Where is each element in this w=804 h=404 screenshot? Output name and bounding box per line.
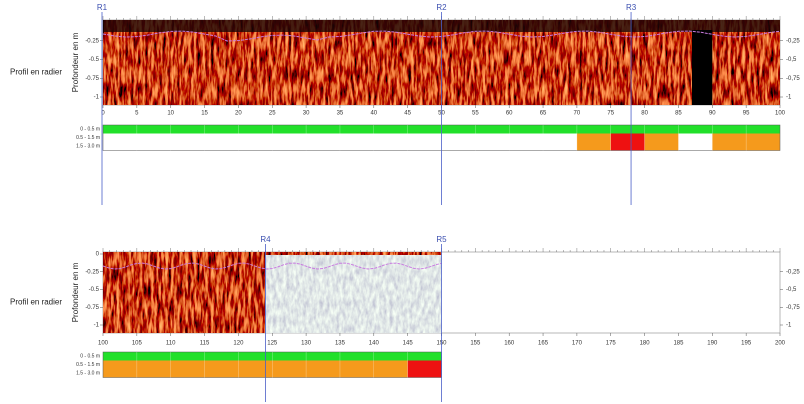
bar-row-label: 0 - 0.5 m: [80, 354, 100, 360]
x-tick-label: 175: [606, 341, 617, 347]
x-tick-label: 45: [404, 111, 411, 117]
x-tick-label: 80: [641, 111, 648, 117]
left-tick-label: -0.5: [89, 57, 100, 63]
left-tick-label: -0.75: [85, 305, 99, 311]
surface-trace: [102, 262, 442, 270]
right-tick-label: -0,5: [786, 287, 797, 293]
x-tick-label: 95: [743, 111, 750, 117]
x-tick-label: 190: [707, 341, 718, 347]
x-tick-label: 140: [369, 341, 380, 347]
x-tick-label: 130: [301, 341, 312, 347]
x-tick-label: 10: [167, 111, 174, 117]
radargram-gap: [691, 30, 713, 105]
x-tick-label: 110: [166, 341, 176, 347]
right-tick-label: -1: [786, 323, 792, 329]
x-tick-label: 195: [741, 341, 752, 347]
marker-label: R1: [97, 3, 108, 12]
bar-row-label: 0.5 - 1.5 m: [76, 135, 100, 141]
x-tick-label: 85: [675, 111, 682, 117]
condition-segment: [407, 360, 442, 378]
x-tick-label: 20: [235, 111, 242, 117]
right-tick-label: -0,25: [786, 269, 800, 275]
x-tick-label: 30: [303, 111, 310, 117]
x-tick-label: 125: [267, 341, 278, 347]
right-tick-label: -0,75: [786, 305, 800, 311]
x-tick-label: 165: [538, 341, 549, 347]
x-tick-label: 145: [403, 341, 414, 347]
left-tick-label: -0.25: [85, 269, 99, 275]
bar-row-label: 0.5 - 1.5 m: [76, 362, 100, 368]
x-tick-label: 180: [640, 341, 651, 347]
content: Profil en radier Profondeur en m -0.25 -0.5…: [10, 3, 800, 402]
x-tick-label: 0: [101, 111, 105, 117]
condition-segment: [644, 133, 679, 151]
x-tick-label: 120: [233, 341, 244, 347]
left-tick-label: -1: [94, 95, 100, 101]
x-tick-label: 40: [370, 111, 377, 117]
y-axis-label: Profondeur en m: [71, 32, 80, 92]
condition-segment: [103, 360, 408, 378]
x-tick-label: 65: [540, 111, 547, 117]
marker-label: R5: [436, 235, 447, 244]
y-axis-label: Profondeur en m: [71, 262, 80, 322]
marker-label: R2: [436, 3, 447, 12]
x-tick-label: 35: [337, 111, 344, 117]
side-label: Profil en radier: [10, 68, 62, 77]
x-tick-label: 155: [470, 341, 481, 347]
side-label: Profil en radier: [10, 298, 62, 307]
x-tick-label: 170: [572, 341, 583, 347]
x-tick-label: 5: [135, 111, 139, 117]
x-tick-label: 55: [472, 111, 479, 117]
marker-label: R4: [260, 235, 271, 244]
x-tick-label: 60: [506, 111, 513, 117]
x-tick-label: 135: [335, 341, 346, 347]
x-tick-label: 25: [269, 111, 276, 117]
x-tick-label: 100: [98, 341, 109, 347]
x-tick-label: 160: [504, 341, 515, 347]
condition-segment: [576, 133, 611, 151]
bar-row-label: 1.5 - 3.0 m: [76, 371, 100, 377]
x-tick-label: 115: [200, 341, 210, 347]
left-tick-label: -1: [94, 323, 100, 329]
bar-row-label: 1.5 - 3.0 m: [76, 144, 100, 150]
left-tick-label: -0.5: [89, 287, 100, 293]
x-tick-label: 90: [709, 111, 716, 117]
x-tick-label: 185: [673, 341, 684, 347]
condition-segment: [610, 133, 645, 151]
left-tick-label: -0.25: [85, 38, 99, 44]
bar-row-label: 0 - 0.5 m: [80, 127, 100, 133]
marker-label: R3: [626, 3, 637, 12]
x-tick-label: 70: [574, 111, 581, 117]
right-tick-label: -0,5: [786, 57, 797, 63]
right-tick-label: -0,75: [786, 76, 800, 82]
x-tick-label: 100: [775, 111, 786, 117]
radargram-alt: [265, 255, 442, 333]
right-tick-label: -1: [786, 95, 792, 101]
x-tick-label: 75: [607, 111, 614, 117]
x-tick-label: 200: [775, 341, 786, 347]
right-tick-label: -0,25: [786, 38, 800, 44]
left-tick-label: 0: [96, 252, 100, 258]
x-tick-label: 105: [132, 341, 143, 347]
left-tick-label: -0.75: [85, 76, 99, 82]
x-tick-label: 15: [201, 111, 208, 117]
